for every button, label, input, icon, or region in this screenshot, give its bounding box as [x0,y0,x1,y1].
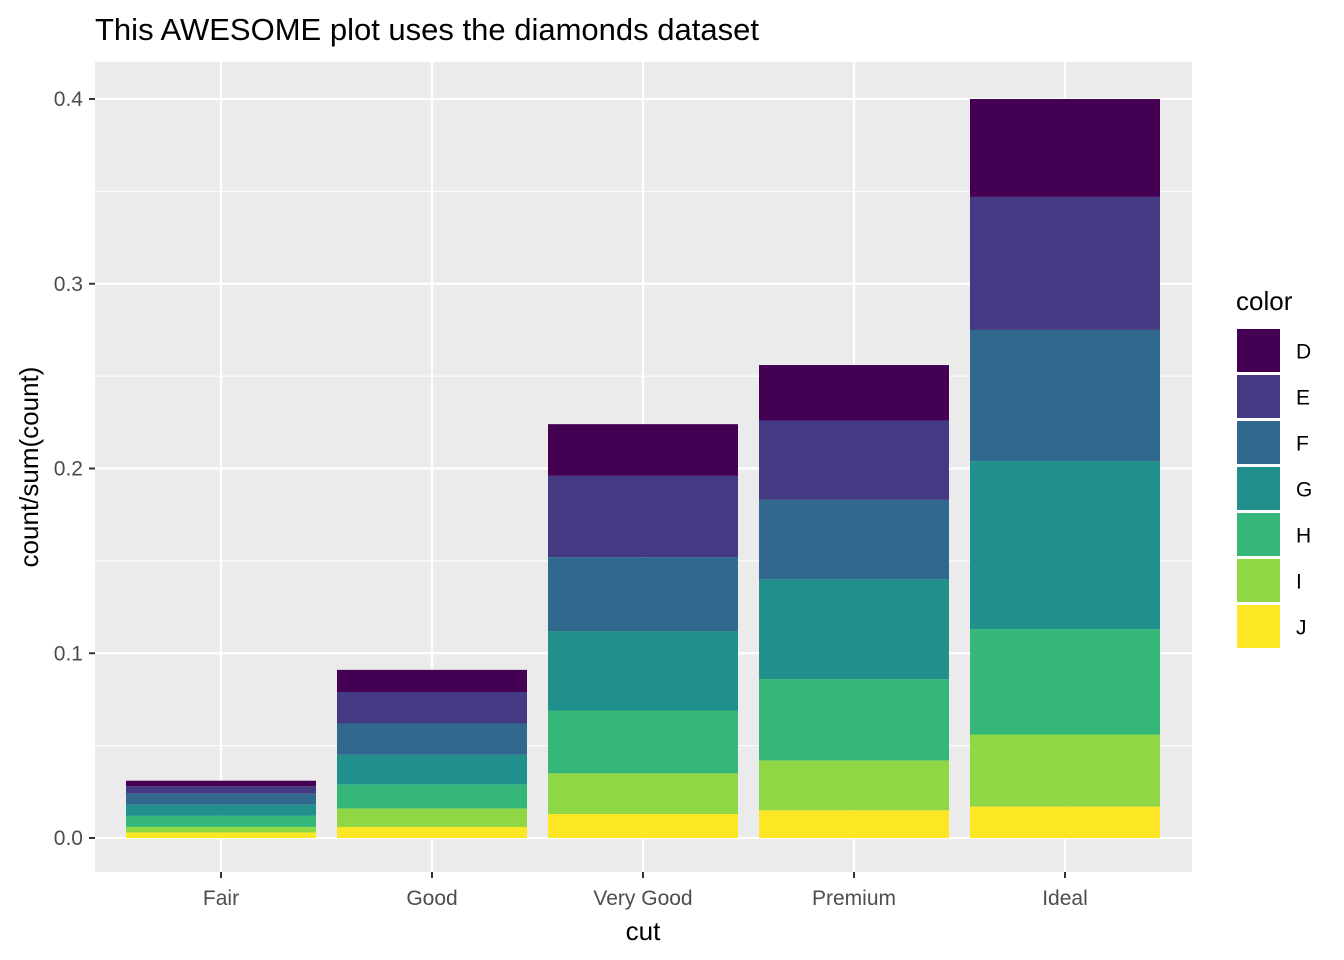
bar-segment-j-very-good [548,813,738,838]
x-tick-label: Premium [812,887,896,910]
y-tick-label: 0.4 [54,88,84,111]
legend-label-j: J [1296,617,1307,640]
bar-segment-i-good [337,808,527,827]
bar-segment-i-ideal [970,734,1160,807]
bar-segment-h-very-good [548,710,738,774]
legend-key-i [1237,559,1280,602]
bar-segment-g-very-good [548,631,738,711]
legend-label-i: I [1296,571,1302,594]
bar-segment-i-very-good [548,773,738,814]
x-tick-label: Ideal [1042,887,1088,910]
bar-segment-j-good [337,826,527,838]
y-tick-label: 0.2 [54,458,83,481]
bar-segment-d-good [337,669,527,693]
x-axis: Fair Good Very Good Premium Ideal [203,872,1088,910]
bar-segment-j-ideal [970,806,1160,838]
bar-segment-f-ideal [970,329,1160,462]
bar-segment-f-good [337,723,527,755]
y-tick-label: 0.1 [54,642,83,665]
legend-label-e: E [1296,387,1310,410]
x-tick-label: Fair [203,887,239,910]
bar-segment-f-premium [759,499,949,580]
bar-segment-g-good [337,754,527,785]
bar-segment-h-ideal [970,629,1160,735]
legend-key-e [1237,375,1280,418]
legend-label-g: G [1296,479,1312,502]
y-tick-label: 0.3 [54,273,83,296]
x-axis-title: cut [626,916,661,946]
bar-segment-h-good [337,784,527,809]
y-axis-title: count/sum(count) [14,367,44,568]
bar-segment-f-very-good [548,557,738,632]
y-tick-label: 0.0 [54,827,83,850]
legend-label-h: H [1296,525,1311,548]
bar-segment-e-good [337,692,527,724]
bar-segment-j-premium [759,810,949,838]
bar-segment-j-fair [126,832,316,838]
bar-segment-e-fair [126,786,316,794]
legend-title: color [1236,286,1293,316]
bar-segment-h-fair [126,815,316,827]
legend-key-h [1237,513,1280,556]
x-tick-label: Very Good [593,887,692,910]
bars [126,99,1160,838]
bar-segment-d-ideal [970,99,1160,197]
bar-segment-d-premium [759,365,949,421]
x-tick-label: Good [406,887,457,910]
bar-segment-f-fair [126,793,316,805]
bar-segment-i-fair [126,826,316,833]
bar-segment-i-premium [759,760,949,811]
legend-key-f [1237,421,1280,464]
chart-title: This AWESOME plot uses the diamonds data… [95,12,759,47]
bar-segment-g-ideal [970,461,1160,630]
legend-key-j [1237,605,1280,648]
bar-segment-e-very-good [548,475,738,558]
y-axis: 0.0 0.1 0.2 0.3 0.4 [54,88,95,850]
bar-segment-g-fair [126,804,316,816]
legend-key-d [1237,329,1280,372]
bar-segment-e-ideal [970,196,1160,330]
bar-segment-h-premium [759,679,949,761]
legend-label-f: F [1296,433,1309,456]
bar-segment-d-very-good [548,424,738,476]
legend-label-d: D [1296,341,1311,364]
legend-key-g [1237,467,1280,510]
bar-segment-e-premium [759,420,949,500]
bar-segment-g-premium [759,579,949,680]
bar-segment-d-fair [126,780,316,787]
